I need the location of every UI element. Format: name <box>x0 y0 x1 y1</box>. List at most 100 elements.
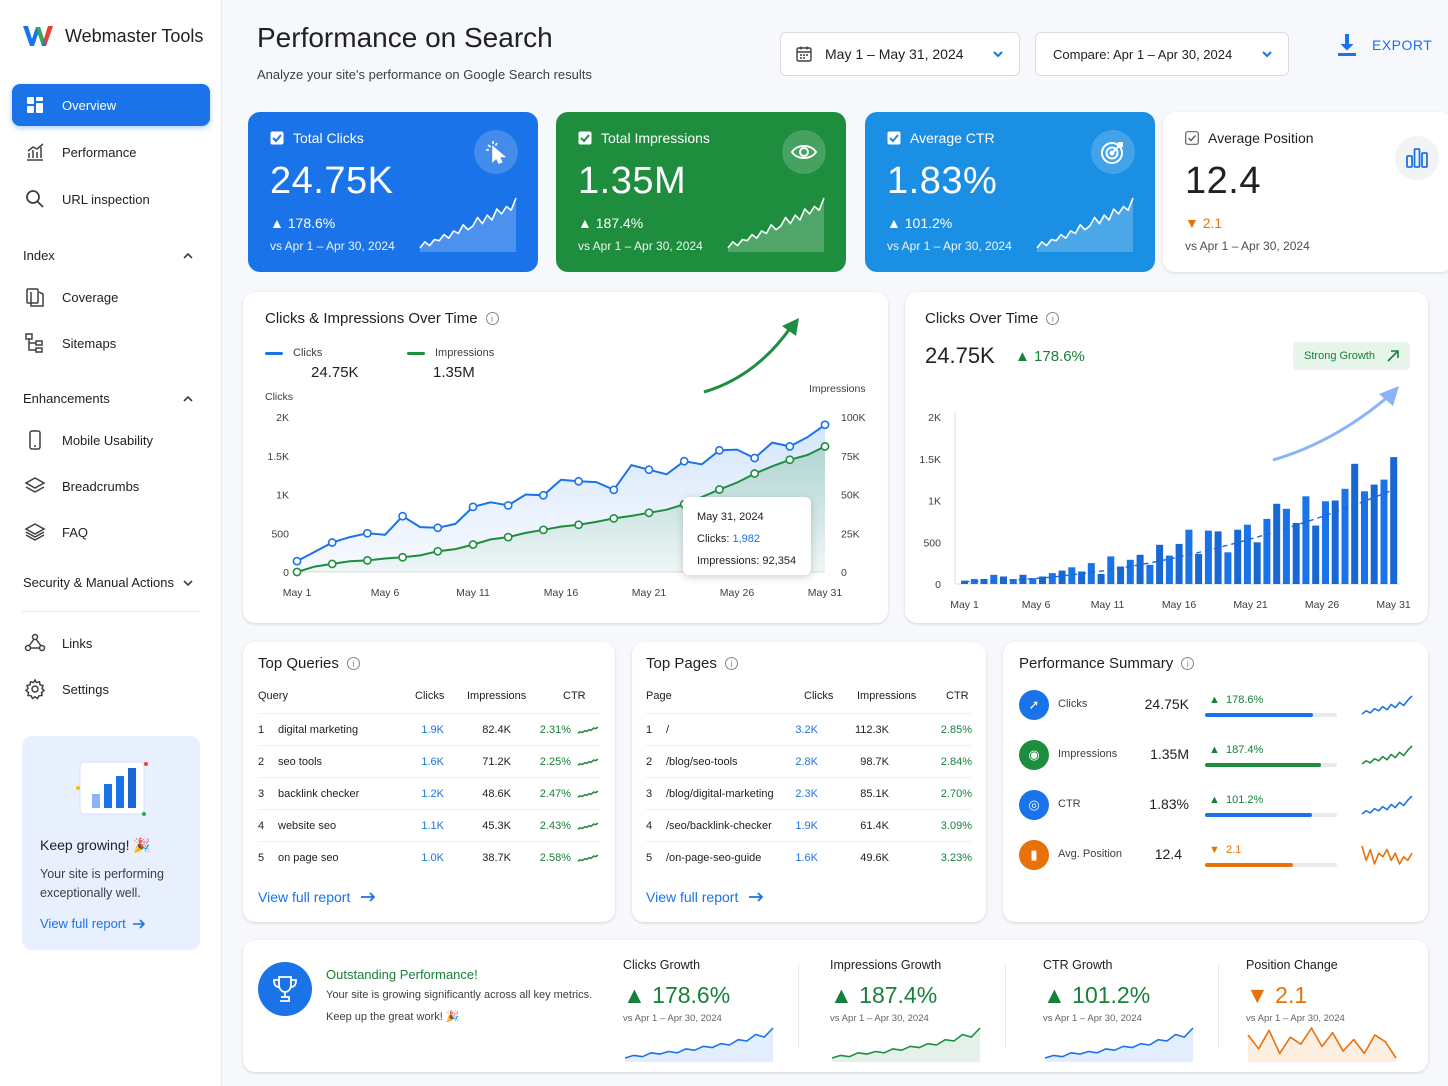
clicks-point <box>363 528 372 538</box>
row-ctr: 3.09% <box>940 820 972 832</box>
summary-row[interactable]: ◉ Impressions 1.35M ▲ 187.4% <box>1019 736 1414 776</box>
row-rank: 3 <box>646 788 653 800</box>
legend-label: Impressions <box>435 347 495 359</box>
promo-card: Keep growing! 🎉 Your site is performing … <box>22 736 200 950</box>
sparkline-area <box>1045 1028 1193 1062</box>
sidebar-item-url-inspection[interactable]: URL inspection <box>12 178 210 220</box>
column-header[interactable]: Impressions <box>857 690 917 702</box>
column-header[interactable]: Query <box>258 690 288 702</box>
table-row[interactable]: 3/blog/digital-marketing 2.3K 85.1K 2.70% <box>646 777 972 809</box>
growth-metric[interactable]: Position Change ▼ 2.1 vs Apr 1 – Apr 30, 2… <box>1246 958 1406 1066</box>
sidebar-item-sitemaps[interactable]: Sitemaps <box>12 322 210 364</box>
sparkline-line <box>577 854 599 862</box>
summary-change-value: 178.6% <box>1226 694 1264 706</box>
row-impressions: 82.4K <box>482 724 511 736</box>
info-icon[interactable]: i <box>1181 657 1195 670</box>
column-header[interactable]: Clicks <box>415 690 445 702</box>
table-row[interactable]: 5 on page seo 1.0K 38.7K 2.58% <box>258 841 600 873</box>
metric-value-text: 178.6% <box>652 982 731 1008</box>
sidebar-item-links[interactable]: Links <box>12 622 210 664</box>
table-row[interactable]: 1 / 3.2K 112.3K 2.85% <box>646 713 972 745</box>
legend-impressions[interactable]: Impressions 1.35M <box>407 347 494 381</box>
table-row[interactable]: 5/on-page-seo-guide 1.6K 49.6K 3.23% <box>646 841 972 873</box>
gear-icon <box>24 678 46 700</box>
arrow-right-icon <box>132 918 145 929</box>
summary-row[interactable]: ▮ Avg. Position 12.4 ▼ 2.1 <box>1019 836 1414 876</box>
impressions-point <box>398 552 407 562</box>
table-row[interactable]: 2 seo tools 1.6K 71.2K 2.25% <box>258 745 600 777</box>
banner-text: Keep up the great work! 🎉 <box>326 1011 460 1023</box>
summary-row[interactable]: ➚ Clicks 24.75K ▲ 178.6% <box>1019 686 1414 726</box>
sparkline-line <box>1361 795 1413 815</box>
bar <box>1165 555 1173 584</box>
badge-label: Strong Growth <box>1304 350 1375 362</box>
sparkline-impressions <box>727 197 825 252</box>
column-header[interactable]: Clicks <box>804 690 834 702</box>
summary-row[interactable]: ◎ CTR 1.83% ▲ 101.2% <box>1019 786 1414 826</box>
sparkline-ctr <box>1036 197 1134 252</box>
summary-progress-track <box>1205 713 1337 717</box>
info-icon[interactable]: i <box>1046 312 1060 325</box>
growth-metric[interactable]: CTR Growth ▲ 101.2% vs Apr 1 – Apr 30, 202… <box>1043 958 1203 1066</box>
view-full-report-link[interactable]: View full report <box>646 889 764 905</box>
export-button[interactable]: EXPORT <box>1336 33 1432 57</box>
sidebar-item-faq[interactable]: FAQ <box>12 511 210 553</box>
chevron-down-icon <box>1262 51 1272 58</box>
section-enhancements[interactable]: Enhancements <box>23 391 195 406</box>
impressions-point <box>327 559 337 569</box>
banner-text: Your site is growing significantly acros… <box>326 989 593 1001</box>
growth-metric[interactable]: Clicks Growth ▲ 178.6% vs Apr 1 – Apr 30, … <box>623 958 783 1066</box>
table-row[interactable]: 3 backlink checker 1.2K 48.6K 2.47% <box>258 777 600 809</box>
bar <box>1068 567 1076 584</box>
metric-compare: vs Apr 1 – Apr 30, 2024 <box>623 1013 722 1024</box>
info-icon[interactable]: i <box>724 657 738 670</box>
legend-value: 1.35M <box>433 364 475 381</box>
kpi-card-position[interactable]: Average Position 12.4 ▼ 2.1 vs Apr 1 – A… <box>1163 112 1448 272</box>
table-row[interactable]: 4/seo/backlink-checker 1.9K 61.4K 3.09% <box>646 809 972 841</box>
sidebar-item-coverage[interactable]: Coverage <box>12 276 210 318</box>
column-header[interactable]: Page <box>646 690 672 702</box>
x-tick-label: May 16 <box>544 587 579 599</box>
sidebar-item-settings[interactable]: Settings <box>12 668 210 710</box>
clicks-point <box>820 420 830 430</box>
bar <box>1341 488 1349 584</box>
view-full-report-link[interactable]: View full report <box>258 889 376 905</box>
sparkline-line <box>1361 745 1413 765</box>
kpi-card-clicks[interactable]: Total Clicks 24.75K ▲ 178.6% vs Apr 1 – … <box>248 112 538 272</box>
search-icon <box>26 190 44 208</box>
summary-progress-fill <box>1205 713 1314 717</box>
promo-link[interactable]: View full report <box>40 916 146 931</box>
row-impressions: 45.3K <box>482 820 511 832</box>
table-row[interactable]: 2/blog/seo-tools 2.8K 98.7K 2.84% <box>646 745 972 777</box>
sidebar-item-label: Sitemaps <box>62 335 117 351</box>
growth-metric[interactable]: Impressions Growth ▲ 187.4% vs Apr 1 – Apr… <box>830 958 990 1066</box>
growth-chart-illustration-icon <box>76 761 148 816</box>
sidebar-item-mobile-usability[interactable]: Mobile Usability <box>12 419 210 461</box>
column-header[interactable]: CTR <box>563 690 586 702</box>
chart-total: 24.75K <box>925 343 995 368</box>
sidebar-item-overview[interactable]: Overview <box>12 84 210 126</box>
eye-icon: ◉ <box>1019 740 1049 770</box>
section-index[interactable]: Index <box>23 248 195 263</box>
kpi-card-impressions[interactable]: Total Impressions 1.35M ▲ 187.4% vs Apr … <box>556 112 846 272</box>
legend-clicks[interactable]: Clicks 24.75K <box>265 347 359 381</box>
table-row[interactable]: 4 website seo 1.1K 45.3K 2.43% <box>258 809 600 841</box>
kpi-card-ctr[interactable]: Average CTR 1.83% ▲ 101.2% vs Apr 1 – Ap… <box>865 112 1155 272</box>
column-header[interactable]: CTR <box>946 690 969 702</box>
y2-tick-label: 75K <box>841 451 860 463</box>
growth-arrow <box>1272 393 1391 462</box>
bar <box>1204 530 1212 584</box>
table-row[interactable]: 1 digital marketing 1.9K 82.4K 2.31% <box>258 713 600 745</box>
sidebar-item-breadcrumbs[interactable]: Breadcrumbs <box>12 465 210 507</box>
column-header[interactable]: Impressions <box>467 690 527 702</box>
x-tick-label: May 1 <box>283 587 312 599</box>
section-security[interactable]: Security & Manual Actions <box>23 575 195 590</box>
row-name: /blog/seo-tools <box>666 756 738 768</box>
sparkline-line <box>1361 845 1413 865</box>
date-range-select[interactable]: May 1 – May 31, 2024 <box>780 32 1020 76</box>
sidebar-item-performance[interactable]: Performance <box>12 131 210 173</box>
bar <box>1097 574 1105 584</box>
compare-range-select[interactable]: Compare: Apr 1 – Apr 30, 2024 <box>1035 32 1289 76</box>
info-icon[interactable]: i <box>485 312 499 325</box>
info-icon[interactable]: i <box>346 657 360 670</box>
